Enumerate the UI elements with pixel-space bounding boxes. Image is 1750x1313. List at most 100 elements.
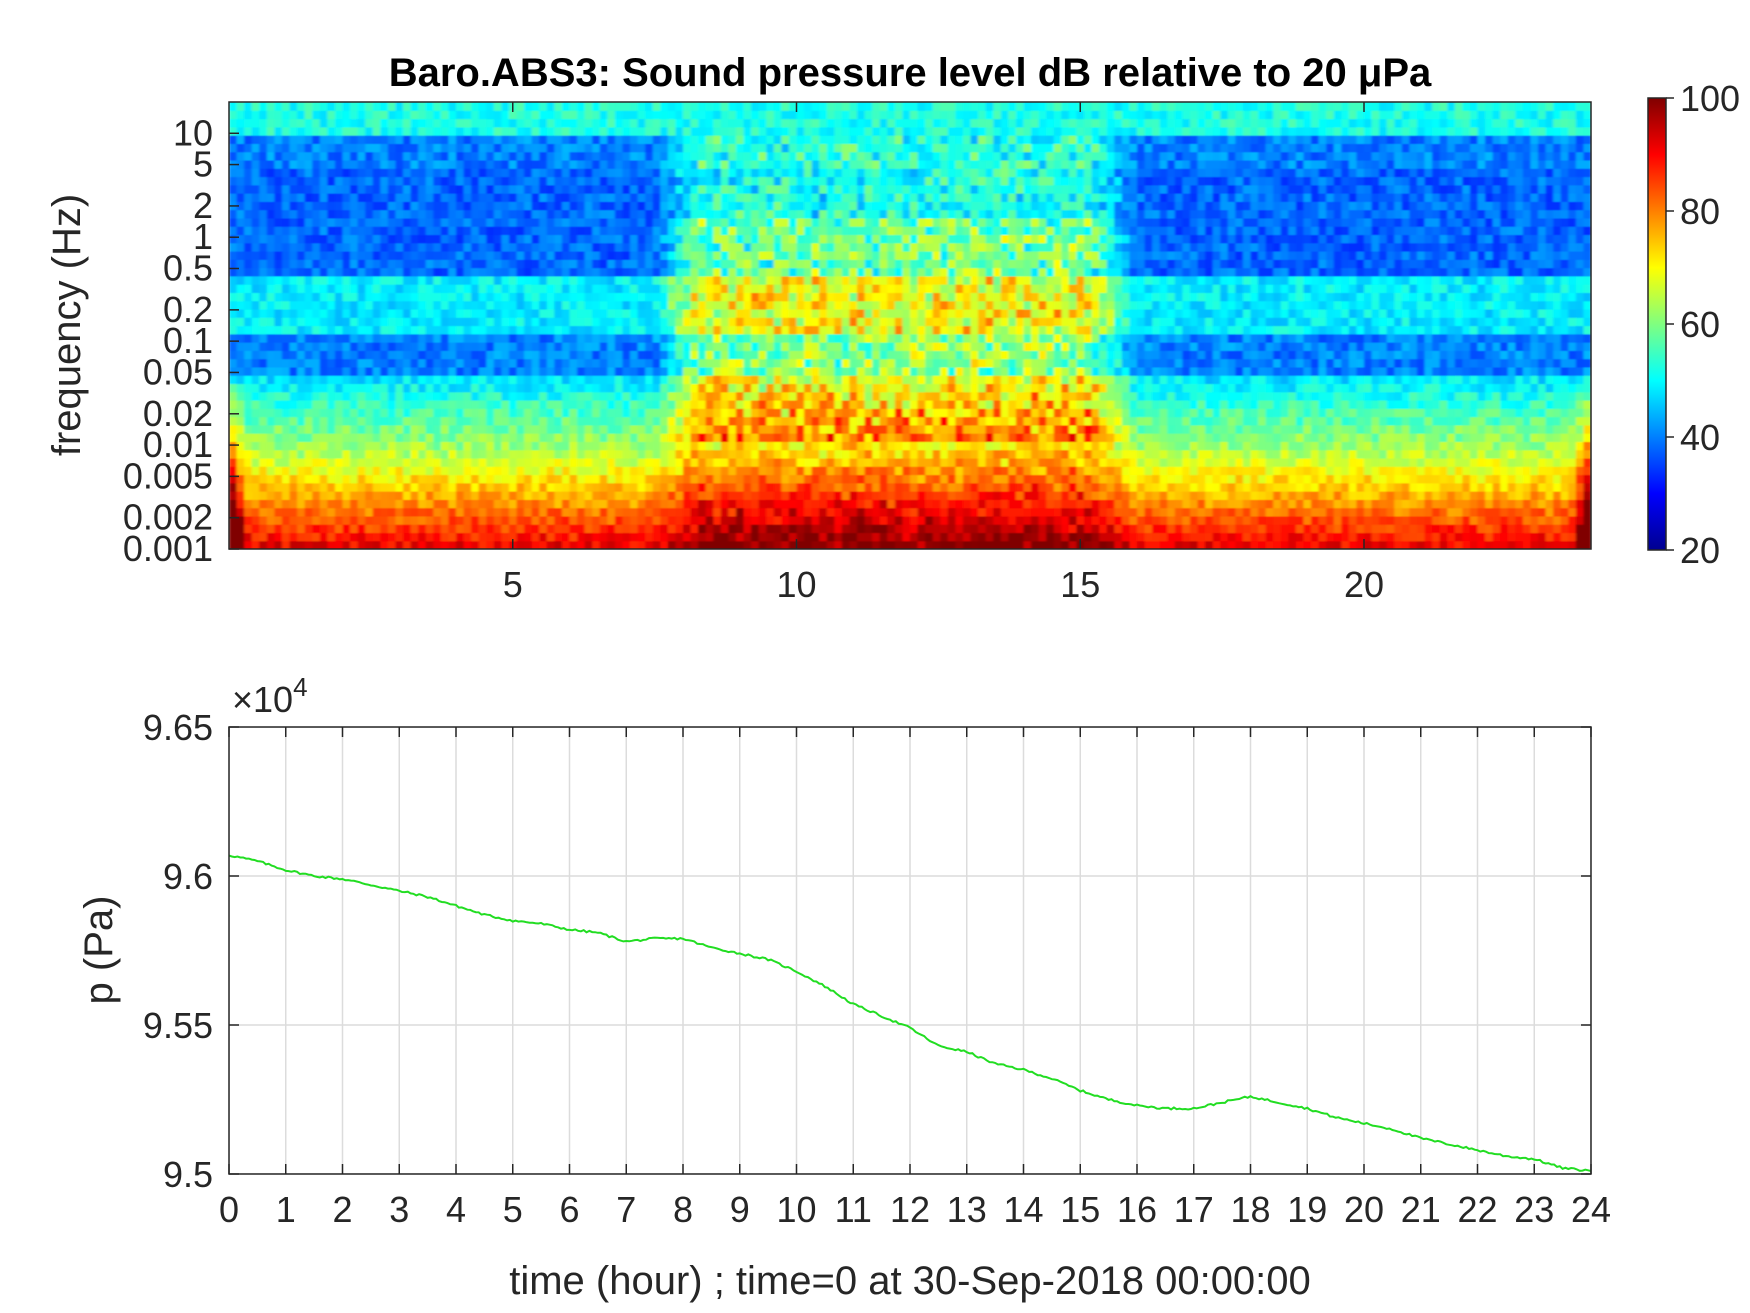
spectrogram-cell [773, 515, 782, 525]
spectrogram-cell [508, 466, 518, 476]
spectrogram-cell [592, 308, 601, 318]
spectrogram-cell [304, 151, 313, 161]
spectrogram-cell [675, 408, 684, 418]
spectrogram-cell [811, 441, 820, 451]
spectrogram-cell [493, 416, 502, 426]
spectrogram-cell [531, 226, 540, 236]
spectrogram-cell [372, 259, 381, 269]
spectrogram-cell [728, 375, 737, 385]
spectrogram-cell [879, 416, 888, 426]
spectrogram-cell [304, 474, 313, 484]
spectrogram-cell [387, 325, 397, 335]
spectrogram-cell [607, 424, 616, 434]
spectrogram-cell [826, 515, 835, 525]
spectrogram-cell [660, 491, 669, 500]
spectrogram-cell [493, 275, 502, 285]
spectrogram-cell [751, 507, 760, 517]
spectrogram-cell [879, 391, 888, 401]
spectrogram-cell [289, 342, 298, 351]
spectrogram-cell [660, 325, 669, 335]
spectrogram-cell [743, 317, 752, 327]
spectrogram-cell [713, 118, 722, 128]
spectrogram-cell [304, 176, 313, 186]
spectrogram-cell [872, 126, 881, 136]
spectrogram-cell [478, 482, 487, 492]
spectrogram-cell [425, 126, 434, 136]
spectrogram-cell [403, 491, 412, 500]
spectrogram-cell [281, 168, 291, 178]
spectrogram-cell [910, 201, 919, 211]
spectrogram-cell [841, 251, 851, 260]
spectrogram-cell [281, 308, 291, 318]
spectrogram-cell [493, 251, 502, 260]
spectrogram-cell [539, 424, 548, 434]
spectrogram-cell [281, 482, 291, 492]
spectrogram-cell [766, 118, 775, 128]
spectrogram-cell [531, 383, 540, 393]
spectrogram-cell [244, 325, 253, 335]
spectrogram-cell [720, 209, 729, 219]
spectrogram-cell [841, 159, 851, 169]
spectrogram-cell [440, 110, 450, 120]
spectrogram-cell [357, 532, 366, 542]
spectrogram-cell [229, 540, 238, 549]
spectrogram-cell [259, 532, 268, 542]
spectrogram-cell [471, 433, 480, 442]
spectrogram-cell [849, 457, 858, 467]
spectrogram-cell [645, 209, 654, 219]
spectrogram-cell [819, 135, 828, 144]
spectrogram-cell [281, 400, 291, 409]
spectrogram-cell [894, 300, 904, 310]
spectrogram-cell [826, 391, 835, 401]
spectrogram-cell [743, 466, 752, 476]
spectrogram-cell [569, 482, 578, 492]
spectrogram-cell [471, 474, 480, 484]
spectrogram-cell [395, 159, 404, 169]
spectrogram-cell [917, 209, 926, 219]
spectrogram-cell [334, 300, 344, 310]
spectrogram-cell [698, 275, 707, 285]
spectrogram-cell [531, 400, 540, 409]
spectrogram-cell [630, 416, 639, 426]
spectrogram-cell [327, 193, 336, 202]
spectrogram-cell [546, 168, 555, 178]
spectrogram-cell [735, 358, 745, 368]
spectrogram-cell [622, 515, 631, 525]
spectrogram-cell [236, 201, 245, 211]
spectrogram-cell [705, 383, 714, 393]
spectrogram-cell [440, 159, 450, 169]
spectrogram-cell [622, 507, 631, 517]
spectrogram-cell [675, 168, 684, 178]
spectrogram-cell [781, 408, 790, 418]
spectrogram-cell [342, 391, 351, 401]
spectrogram-cell [652, 308, 661, 318]
spectrogram-cell [486, 391, 495, 401]
spectrogram-cell [281, 515, 291, 525]
spectrogram-cell [456, 474, 465, 484]
spectrogram-cell [372, 308, 381, 318]
spectrogram-cell [917, 416, 926, 426]
spectrogram-cell [614, 375, 624, 385]
spectrogram-cell [607, 151, 616, 161]
spectrogram-cell [826, 524, 835, 534]
spectrogram-cell [667, 333, 677, 343]
spectrogram-cell [229, 350, 238, 360]
spectrogram-cell [645, 317, 654, 327]
spectrogram-cell [804, 366, 813, 376]
spectrogram-cell [743, 217, 752, 227]
spectrogram-cell [297, 110, 306, 120]
spectrogram-cell [584, 118, 593, 128]
spectrogram-cell [630, 375, 639, 385]
spectrogram-cell [879, 110, 888, 120]
spectrogram-cell [244, 259, 253, 269]
spectrogram-cell [410, 284, 419, 293]
spectrogram-cell [486, 251, 495, 260]
spectrogram-cell [516, 457, 525, 467]
spectrogram-cell [357, 110, 366, 120]
spectrogram-cell [433, 524, 442, 534]
spectrogram-cell [289, 217, 298, 227]
spectrogram-cell [925, 317, 934, 327]
spectrogram-cell [614, 317, 624, 327]
spectrogram-cell [274, 507, 283, 517]
spectrogram-cell [546, 333, 555, 343]
